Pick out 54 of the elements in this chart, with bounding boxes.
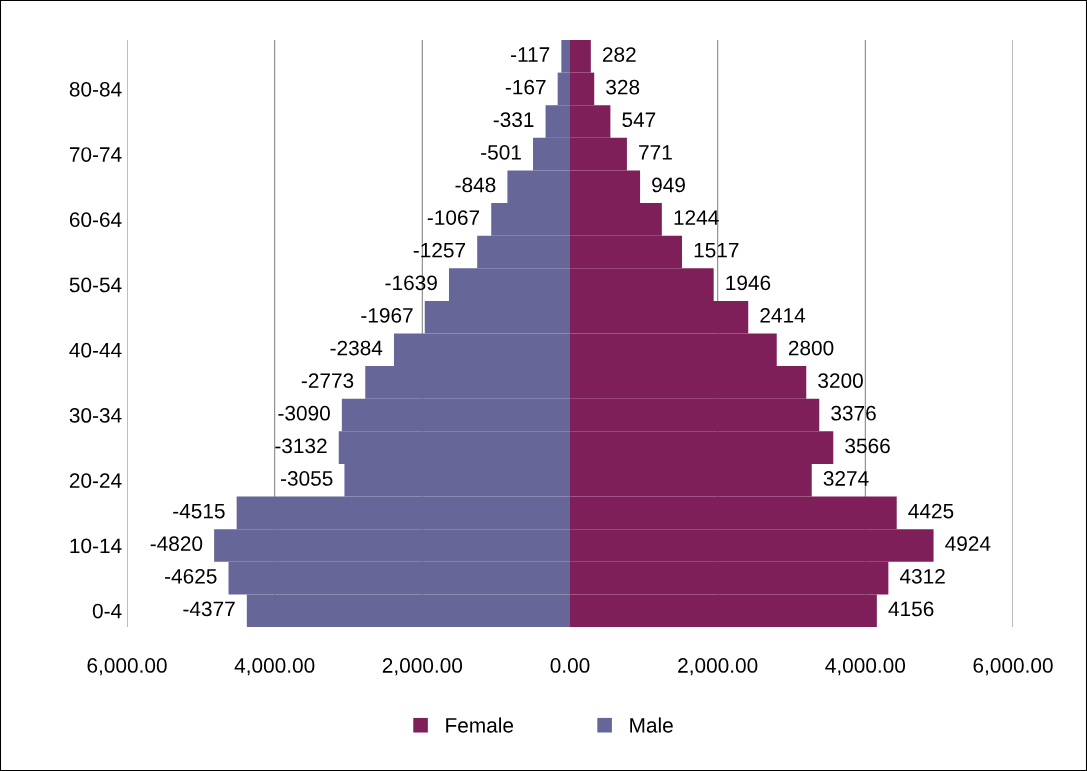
legend-label: Female [446,717,514,733]
y-tick-label: 80-84 [69,81,122,97]
data-label: -331 [493,112,534,128]
data-label: 1517 [694,243,739,258]
data-label: 328 [606,79,640,95]
data-label: 282 [602,47,636,62]
y-tick-label: 0-4 [92,603,122,619]
y-tick-label: 20-24 [69,473,122,488]
data-label: -167 [505,79,546,95]
data-label: 1244 [674,210,719,225]
data-label: 3376 [831,405,876,421]
x-tick-label: 0.00 [550,658,590,673]
y-tick-label: 70-74 [69,147,122,162]
data-label: -1257 [413,242,466,258]
data-label: -4515 [173,503,225,519]
data-label: 4924 [945,536,991,552]
data-label: -848 [455,177,496,193]
x-tick-label: 4,000.00 [825,658,906,676]
data-label: 771 [639,145,672,160]
data-label: -2773 [301,373,354,389]
data-label: 2800 [788,340,834,356]
data-label: 3274 [823,471,869,486]
y-tick-label: 50-54 [69,277,122,293]
x-tick-label: 2,000.00 [382,658,463,676]
y-tick-label: 10-14 [70,538,122,554]
y-tick-label: 30-34 [69,408,122,423]
x-tick-label: 4,000.00 [234,658,315,676]
x-tick-label: 6,000.00 [87,658,167,676]
data-label: -117 [511,47,550,62]
data-label: -3090 [278,405,330,421]
data-label: 949 [652,177,685,193]
data-label: 3566 [845,438,890,454]
y-tick-label: 40-44 [69,342,122,358]
data-label: -4625 [165,568,217,584]
data-label: -2384 [330,340,383,356]
data-label: 2414 [760,308,806,323]
data-label: 4156 [888,601,934,617]
legend-label: Male [630,717,673,733]
data-label: -4377 [183,601,235,617]
data-label: -1639 [385,275,437,291]
data-label: -3055 [280,471,333,486]
data-label: -4820 [150,536,203,552]
data-label: 3200 [818,373,863,389]
data-label: -1967 [361,308,413,323]
x-tick-label: 6,000.00 [973,658,1053,676]
y-tick-label: 60-64 [69,212,122,228]
data-label: -1067 [427,210,480,225]
data-label: 547 [622,112,656,128]
data-label: 1946 [726,275,771,291]
data-label: 4312 [899,568,945,584]
data-label: 4425 [908,503,954,519]
data-label: -501 [481,144,521,160]
x-tick-label: 2,000.00 [678,658,758,676]
data-label: -3132 [275,438,327,454]
